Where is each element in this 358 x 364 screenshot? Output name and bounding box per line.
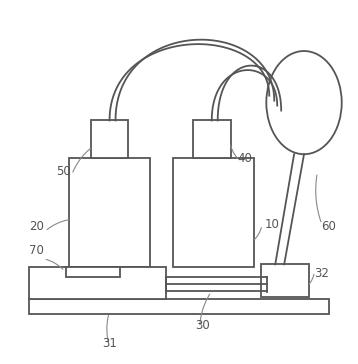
- Text: 20: 20: [29, 219, 44, 233]
- Bar: [29, 299, 329, 314]
- Text: 31: 31: [103, 337, 117, 350]
- Bar: [29, 267, 166, 299]
- Text: 30: 30: [195, 319, 210, 332]
- Bar: [173, 158, 255, 267]
- Ellipse shape: [266, 51, 342, 154]
- Text: 60: 60: [321, 219, 336, 233]
- Text: 50: 50: [56, 165, 71, 178]
- Bar: [91, 120, 129, 158]
- Bar: [261, 264, 309, 297]
- Bar: [69, 158, 150, 267]
- Bar: [193, 120, 231, 158]
- Text: 70: 70: [29, 245, 44, 257]
- Text: 10: 10: [264, 218, 279, 231]
- Text: 32: 32: [314, 267, 329, 280]
- Text: 40: 40: [238, 152, 252, 165]
- Bar: [66, 267, 120, 277]
